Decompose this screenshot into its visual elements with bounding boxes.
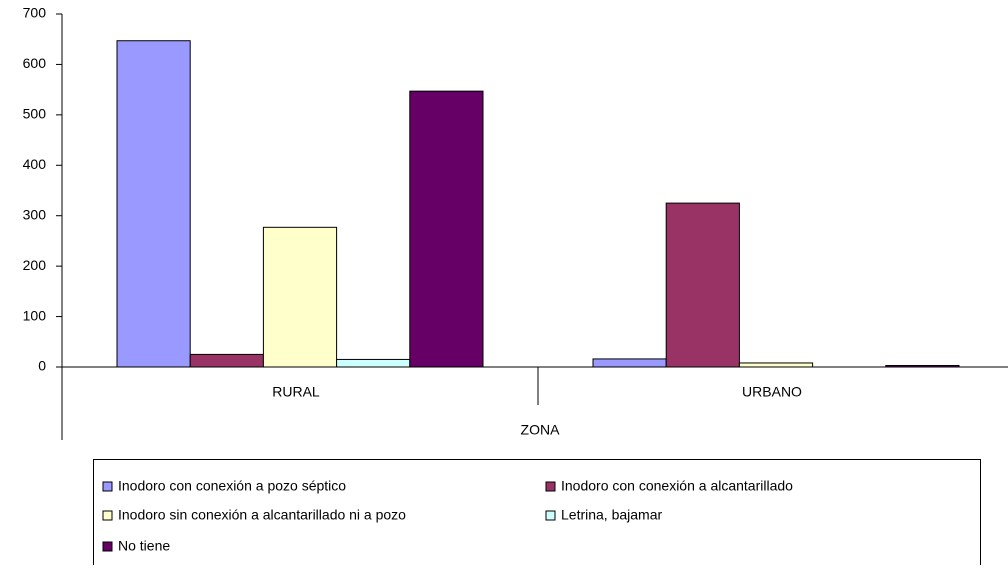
legend-label: Inodoro con conexión a alcantarillado xyxy=(561,478,793,494)
legend-swatch xyxy=(102,510,113,521)
legend-box xyxy=(93,459,981,570)
y-tick-label: 200 xyxy=(23,257,47,273)
bar xyxy=(336,358,411,368)
legend-swatch xyxy=(102,481,113,492)
y-tick-label: 300 xyxy=(23,206,47,222)
legend-swatch xyxy=(545,510,556,521)
bar xyxy=(262,226,338,368)
y-tick-label: 600 xyxy=(23,55,47,71)
y-tick-label: 400 xyxy=(23,156,47,172)
legend-label: Letrina, bajamar xyxy=(561,507,663,523)
x-tick-label: URBANO xyxy=(742,384,802,400)
y-tick-label: 0 xyxy=(38,358,46,374)
legend-label: Inodoro con conexión a pozo séptico xyxy=(118,478,346,494)
y-tick-label: 100 xyxy=(23,307,47,323)
legend-swatch xyxy=(102,541,113,552)
legend-label: Inodoro sin conexión a alcantarillado ni… xyxy=(118,507,406,523)
x-tick-label: RURAL xyxy=(272,384,320,400)
bar xyxy=(409,90,484,368)
bar xyxy=(116,40,191,368)
bar xyxy=(885,364,960,368)
x-axis-label: ZONA xyxy=(521,422,561,438)
y-tick-label: 700 xyxy=(23,5,47,21)
legend-label: No tiene xyxy=(118,538,170,554)
bar xyxy=(665,202,740,368)
bar xyxy=(592,358,667,368)
bar xyxy=(189,353,264,368)
y-tick-label: 500 xyxy=(23,106,47,122)
legend-swatch xyxy=(545,481,556,492)
bar xyxy=(738,362,814,368)
